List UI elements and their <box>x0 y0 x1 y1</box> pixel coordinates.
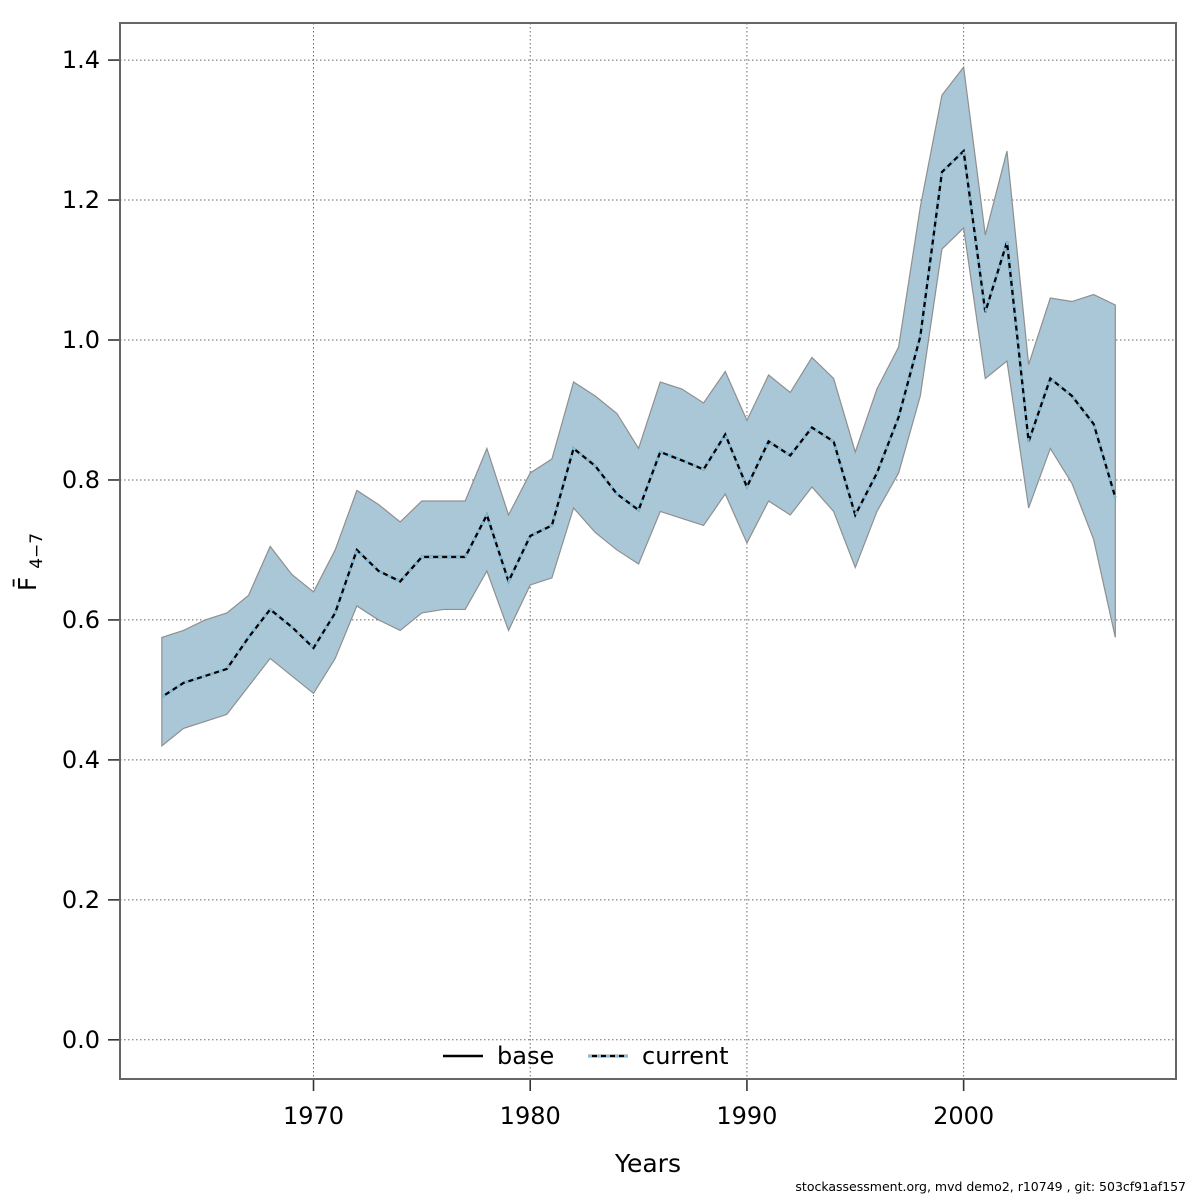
confidence-band-layer <box>161 65 1116 748</box>
grid-layer <box>120 23 1176 1079</box>
x-tick-label-1990: 1990 <box>716 1102 777 1130</box>
series-layer <box>161 148 1117 698</box>
x-tick-label-2000: 2000 <box>933 1102 994 1130</box>
x-axis-title: Years <box>614 1149 681 1178</box>
y-axis-title-main: F̄ <box>12 577 42 591</box>
y-tick-label-1.4: 1.4 <box>62 46 100 74</box>
y-tick-label-0.4: 0.4 <box>62 746 100 774</box>
caption-text: stockassessment.org, mvd demo2, r10749 ,… <box>795 1179 1186 1194</box>
current-series-line <box>161 148 1117 698</box>
legend: base current <box>443 1042 729 1070</box>
y-axis-title-subscript: 4−7 <box>27 533 47 569</box>
x-tick-label-1980: 1980 <box>500 1102 561 1130</box>
x-tick-label-1970: 1970 <box>283 1102 344 1130</box>
plot-border <box>119 22 1177 1080</box>
y-tick-label-0.8: 0.8 <box>62 466 100 494</box>
legend-base-label: base <box>497 1042 554 1070</box>
y-tick-label-0.6: 0.6 <box>62 606 100 634</box>
legend-current-label: current <box>642 1042 729 1070</box>
confidence-band <box>161 65 1116 748</box>
axis-tick-layer: 1970 1980 1990 2000 0.0 0.2 0.4 0.6 0.8 1.0 1.2 1.4 <box>62 46 994 1130</box>
y-tick-label-1.2: 1.2 <box>62 186 100 214</box>
y-tick-label-0.0: 0.0 <box>62 1026 100 1054</box>
y-tick-label-1.0: 1.0 <box>62 326 100 354</box>
y-axis-title: F̄ 4−7 <box>12 533 47 591</box>
y-tick-label-0.2: 0.2 <box>62 886 100 914</box>
